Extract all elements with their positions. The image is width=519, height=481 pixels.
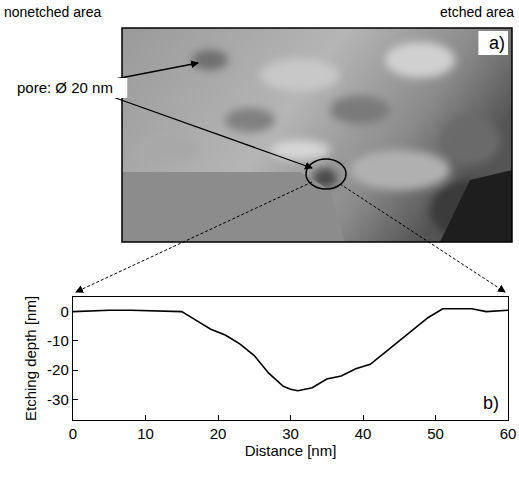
svg-text:20: 20: [210, 425, 227, 442]
svg-text:0: 0: [60, 303, 68, 320]
svg-text:40: 40: [355, 425, 372, 442]
svg-text:-10: -10: [47, 332, 69, 349]
svg-text:50: 50: [427, 425, 444, 442]
svg-text:-30: -30: [47, 391, 69, 408]
svg-text:-20: -20: [47, 361, 69, 378]
svg-text:Distance [nm]: Distance [nm]: [245, 442, 337, 459]
svg-text:10: 10: [137, 425, 154, 442]
svg-text:Etching depth [nm]: Etching depth [nm]: [22, 296, 39, 421]
svg-text:a): a): [489, 33, 505, 53]
svg-text:60: 60: [500, 425, 517, 442]
svg-text:pore: Ø 20 nm: pore: Ø 20 nm: [17, 79, 113, 96]
svg-text:b): b): [483, 393, 499, 413]
svg-text:nonetched area: nonetched area: [4, 4, 102, 20]
svg-text:0: 0: [69, 425, 77, 442]
svg-text:etched area: etched area: [440, 4, 514, 20]
svg-text:30: 30: [282, 425, 299, 442]
